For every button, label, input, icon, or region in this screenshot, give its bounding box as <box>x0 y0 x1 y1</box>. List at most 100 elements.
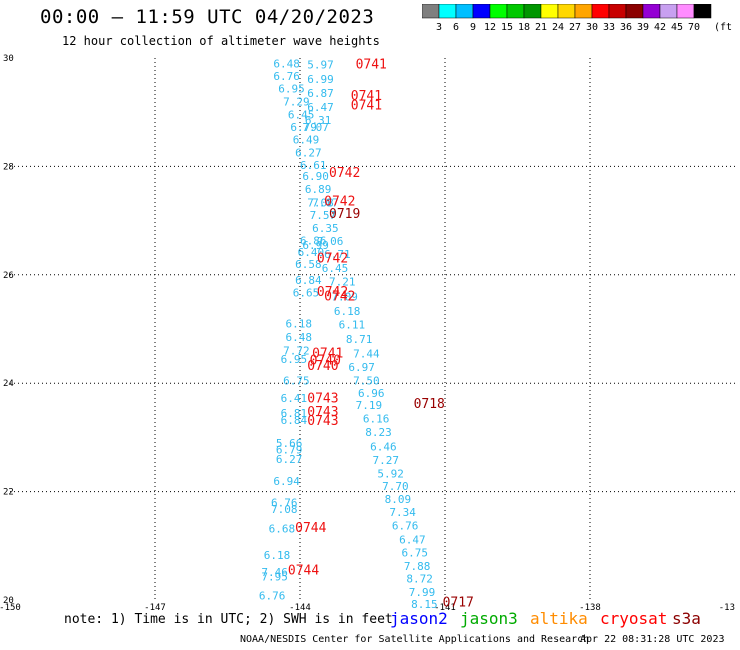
wave-height-label: 6.31 <box>305 114 332 127</box>
wave-height-label: 8.09 <box>385 493 412 506</box>
page-title: 00:00 – 11:59 UTC 04/20/2023 <box>40 6 375 28</box>
pass-time-label: 0741 <box>351 99 382 114</box>
wave-height-label: 6.11 <box>339 319 366 332</box>
pass-time-label: 0741 <box>351 89 382 104</box>
footer-timestamp: Apr 22 08:31:28 UTC 2023 <box>580 634 725 645</box>
wave-height-label: 7.21 <box>329 275 356 288</box>
wave-height-label: 6.46 <box>370 441 397 454</box>
pass-time-label: 0744 <box>288 564 319 579</box>
wave-height-label: 7.95 <box>261 571 288 584</box>
wave-height-label: 7.09 <box>331 290 358 303</box>
wave-height-label: 7.27 <box>373 454 400 467</box>
color-tick-label: 3 <box>436 22 442 33</box>
color-tick-label: 12 <box>484 22 496 33</box>
color-tick-label: 42 <box>654 22 666 33</box>
wave-height-label: 7.29 <box>283 95 310 108</box>
pass-time-label: 0744 <box>295 521 326 536</box>
wave-height-label: 6.75 <box>283 374 310 387</box>
color-tick-label: 9 <box>470 22 476 33</box>
color-unit-label: (ft) <box>714 22 732 33</box>
wave-height-label: 6.65 <box>293 287 320 300</box>
y-tick-label: 22 <box>3 488 14 498</box>
wave-height-label: 6.16 <box>363 412 390 425</box>
wave-height-label: 5.66 <box>276 437 303 450</box>
x-tick-label: -144 <box>289 603 311 613</box>
legend-item-jason3: jason3 <box>460 609 518 628</box>
pass-time-label: 0743 <box>307 414 338 429</box>
color-tick-label: 39 <box>637 22 649 33</box>
pass-time-label: 0741 <box>312 346 343 361</box>
wave-height-label: 7.34 <box>389 506 416 519</box>
y-tick-label: 30 <box>3 54 14 64</box>
pass-time-label: 0740 <box>310 353 341 368</box>
pass-time-label: 0743 <box>307 405 338 420</box>
wave-height-label: 6.76 <box>392 520 419 533</box>
wave-height-label: 6.89 <box>305 183 332 196</box>
color-swatch <box>693 4 712 19</box>
pass-time-label: 0742 <box>324 289 355 304</box>
wave-height-label: 7.72 <box>283 345 310 358</box>
wave-height-label: 5.97 <box>307 59 334 72</box>
color-tick-label: 33 <box>603 22 615 33</box>
wave-height-label: 6.96 <box>358 387 385 400</box>
wave-height-label: 6.81 <box>281 407 308 420</box>
wave-height-label: 7.06 <box>317 235 344 248</box>
wave-height-label: 5.92 <box>377 468 404 481</box>
wave-height-label: 7.19 <box>356 399 383 412</box>
wave-height-label: 6.99 <box>307 73 334 86</box>
wave-height-label: 6.48 <box>273 57 300 70</box>
color-tick-label: 21 <box>535 22 547 33</box>
page-subtitle: 12 hour collection of altimeter wave hei… <box>62 34 380 48</box>
wave-height-label: 6.84 <box>295 274 322 287</box>
wave-height-label: 6.76 <box>271 496 298 509</box>
pass-time-label: 0718 <box>414 397 445 412</box>
wave-height-label: 6.75 <box>402 546 429 559</box>
wave-height-label: 6.95 <box>281 353 308 366</box>
pass-time-label: 0743 <box>307 391 338 406</box>
wave-height-label: 6.40 <box>298 246 325 259</box>
wave-height-label: 6.27 <box>295 146 322 159</box>
wave-height-label: 6.58 <box>295 258 322 271</box>
wave-height-label: 7.88 <box>404 560 431 573</box>
color-tick-label: 18 <box>518 22 530 33</box>
x-tick-label: -138 <box>579 603 601 613</box>
wave-height-label: 6.41 <box>281 392 308 405</box>
color-tick-label: 24 <box>552 22 564 33</box>
wave-height-label: 6.45 <box>288 108 315 121</box>
wave-height-label: 6.18 <box>286 318 313 331</box>
y-tick-label: 28 <box>3 162 14 172</box>
wave-height-label: 7.08 <box>307 197 334 210</box>
wave-height-label: 6.94 <box>273 475 300 488</box>
legend-item-altika: altika <box>530 609 588 628</box>
color-tick-label: 45 <box>671 22 683 33</box>
wave-height-label: 6.79 <box>276 443 303 456</box>
wave-height-label: 6.86 <box>300 235 327 248</box>
wave-height-label: 6.71 <box>324 248 351 261</box>
color-tick-label: 30 <box>586 22 598 33</box>
wave-height-label: 6.99 <box>302 239 329 252</box>
wave-height-label: 7.07 <box>302 121 329 134</box>
wave-height-label: 6.76 <box>273 70 300 83</box>
y-tick-label: 26 <box>3 271 14 281</box>
wave-height-label: 6.49 <box>293 133 320 146</box>
wave-height-label: 7.08 <box>271 503 298 516</box>
wave-height-label: 6.18 <box>334 305 361 318</box>
legend-item-jason2: jason2 <box>390 609 448 628</box>
wave-height-label: 7.99 <box>409 586 436 599</box>
wave-height-label: 6.76 <box>259 590 286 603</box>
wave-height-label: 6.18 <box>264 549 291 562</box>
color-tick-label: 6 <box>453 22 459 33</box>
y-tick-label: 20 <box>3 596 14 606</box>
footer-credit: NOAA/NESDIS Center for Satellite Applica… <box>240 634 590 645</box>
wave-height-label: 8.71 <box>346 333 373 346</box>
wave-height-label: 6.61 <box>300 159 327 172</box>
x-tick-label: -150 <box>0 603 21 613</box>
pass-time-label: 0742 <box>317 252 348 267</box>
legend-item-s3a: s3a <box>672 609 701 628</box>
wave-height-label: 6.95 <box>278 82 305 95</box>
color-tick-label: 36 <box>620 22 632 33</box>
wave-height-label: 6.35 <box>312 222 339 235</box>
pass-time-label: 0741 <box>356 58 387 73</box>
